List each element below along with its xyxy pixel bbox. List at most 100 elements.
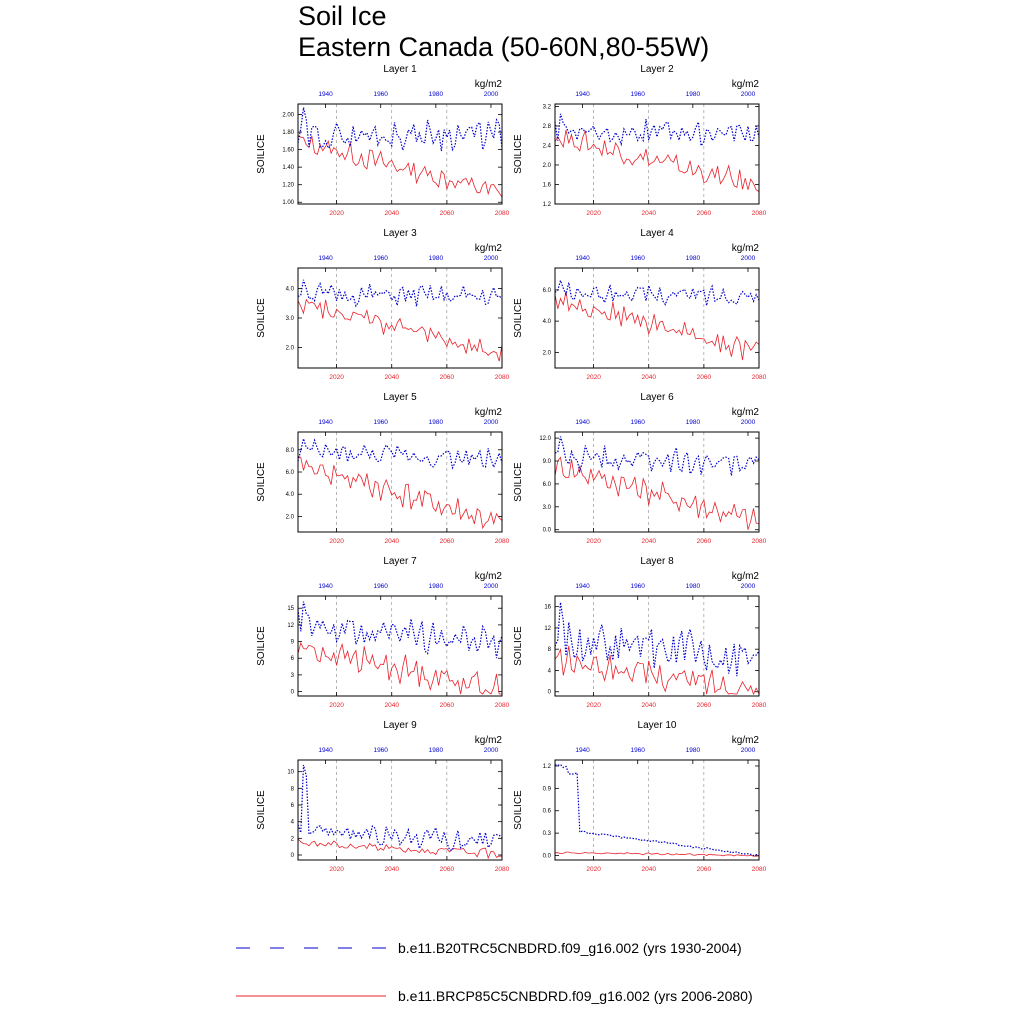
- x-tick-label-historical: 1960: [373, 583, 388, 590]
- y-tick-label: 0.0: [543, 854, 552, 860]
- x-tick-label-future: 2080: [495, 210, 510, 217]
- plot-frame: [297, 595, 503, 697]
- x-tick-label-historical: 1980: [429, 255, 444, 262]
- panel-5: Layer 5 kg/m2 SOILICE 2.0 4.0 6.0 8.0 2020 2040 2…: [256, 392, 510, 545]
- panel-7: Layer 7 kg/m2 SOILICE 0 3 6 9 12 15 2020 2040 2060 2…: [256, 556, 510, 709]
- series-historical-line: [297, 107, 503, 153]
- x-tick-label-historical: 1940: [318, 583, 333, 590]
- y-tick-label: 1.00: [282, 200, 294, 206]
- y-tick-label: 4.0: [286, 492, 295, 498]
- series-future-line: [554, 645, 760, 696]
- x-tick-label-future: 2060: [440, 538, 455, 545]
- y-axis-label: SOILICE: [256, 298, 267, 338]
- x-tick-label-future: 2080: [495, 702, 510, 709]
- x-tick-label-historical: 1980: [686, 583, 701, 590]
- x-tick-label-historical: 1960: [630, 255, 645, 262]
- y-tick-label: 3.2: [543, 104, 552, 110]
- x-tick-label-future: 2020: [329, 866, 344, 873]
- x-tick-label-historical: 1980: [686, 255, 701, 262]
- y-axis-label: SOILICE: [256, 626, 267, 666]
- y-tick-label: 6.0: [286, 470, 295, 476]
- panel-2: Layer 2 kg/m2 SOILICE 1.2 1.6 2.0 2.4 2.8 3.2 202…: [513, 64, 767, 217]
- y-axis-label: SOILICE: [513, 298, 524, 338]
- plot-frame: [554, 103, 760, 205]
- x-tick-label-historical: 2000: [484, 583, 499, 590]
- x-tick-label-future: 2040: [384, 374, 399, 381]
- x-tick-label-historical: 2000: [484, 255, 499, 262]
- figure-title-line1: Soil Ice: [298, 1, 387, 31]
- x-tick-label-future: 2080: [752, 702, 767, 709]
- units-label: kg/m2: [475, 571, 503, 582]
- y-tick-label: 8: [548, 647, 552, 653]
- y-axis-label: SOILICE: [513, 134, 524, 174]
- x-tick-label-historical: 1980: [429, 91, 444, 98]
- units-label: kg/m2: [475, 79, 503, 90]
- y-tick-label: 4: [291, 820, 295, 826]
- panel-1: Layer 1 kg/m2 SOILICE 1.00 1.20 1.40 1.60 1.80 2…: [256, 64, 510, 217]
- panel-title: Layer 7: [383, 556, 417, 567]
- x-tick-label-future: 2020: [586, 866, 601, 873]
- plot-frame: [554, 267, 760, 369]
- x-tick-label-future: 2060: [697, 374, 712, 381]
- units-label: kg/m2: [475, 735, 503, 746]
- y-tick-label: 2.0: [286, 345, 295, 351]
- plot-frame: [554, 759, 760, 861]
- panel-title: Layer 4: [640, 228, 674, 239]
- x-tick-label-historical: 1980: [686, 419, 701, 426]
- y-tick-label: 6: [291, 656, 295, 662]
- y-tick-label: 2.0: [543, 350, 552, 356]
- series-historical-line: [554, 602, 760, 677]
- x-tick-label-historical: 1960: [630, 747, 645, 754]
- x-tick-label-future: 2040: [384, 538, 399, 545]
- y-tick-label: 4.0: [543, 319, 552, 325]
- y-tick-label: 2.00: [282, 113, 294, 119]
- y-axis-label: SOILICE: [256, 462, 267, 502]
- x-tick-label-historical: 1980: [686, 747, 701, 754]
- plot-frame: [297, 759, 503, 861]
- x-tick-label-historical: 1940: [318, 747, 333, 754]
- y-tick-label: 1.2: [543, 202, 552, 208]
- series-future-line: [297, 641, 502, 695]
- units-label: kg/m2: [732, 79, 760, 90]
- panel-title: Layer 6: [640, 392, 674, 403]
- y-tick-label: 1.20: [282, 183, 294, 189]
- panel-6: Layer 6 kg/m2 SOILICE 0.0 3.0 6.0 9.0 12.0 2020 2…: [513, 392, 767, 545]
- y-tick-label: 15: [287, 606, 294, 612]
- series-historical-line: [554, 436, 760, 476]
- x-tick-label-future: 2060: [697, 210, 712, 217]
- x-tick-label-future: 2020: [586, 210, 601, 217]
- x-tick-label-historical: 1940: [575, 255, 590, 262]
- panel-title: Layer 10: [638, 720, 677, 731]
- series-historical-line: [554, 763, 760, 857]
- y-tick-label: 3.0: [543, 505, 552, 511]
- series-future-line: [297, 455, 503, 530]
- x-tick-label-future: 2040: [384, 702, 399, 709]
- x-tick-label-historical: 1960: [373, 419, 388, 426]
- y-tick-label: 1.6: [543, 182, 552, 188]
- x-tick-label-historical: 1960: [373, 91, 388, 98]
- x-tick-label-historical: 2000: [741, 255, 756, 262]
- y-axis-label: SOILICE: [513, 626, 524, 666]
- x-tick-label-future: 2060: [440, 702, 455, 709]
- x-tick-label-future: 2060: [440, 374, 455, 381]
- y-tick-label: 1.40: [282, 165, 294, 171]
- series-future-line: [554, 456, 760, 530]
- series-historical-line: [297, 279, 503, 308]
- y-tick-label: 2.8: [543, 124, 552, 130]
- units-label: kg/m2: [732, 407, 760, 418]
- y-tick-label: 1.80: [282, 130, 294, 136]
- x-tick-label-historical: 1960: [630, 419, 645, 426]
- y-tick-label: 4: [548, 668, 552, 674]
- y-tick-label: 6: [291, 803, 295, 809]
- y-tick-label: 2.0: [543, 163, 552, 169]
- series-historical-line: [297, 601, 503, 659]
- plot-frame: [297, 431, 503, 533]
- x-tick-label-future: 2040: [384, 210, 399, 217]
- legend-future-label: b.e11.BRCP85C5CNBDRD.f09_g16.002 (yrs 20…: [398, 988, 753, 1004]
- x-tick-label-future: 2040: [384, 866, 399, 873]
- x-tick-label-future: 2020: [329, 374, 344, 381]
- y-tick-label: 8.0: [286, 448, 295, 454]
- panel-9: Layer 9 kg/m2 SOILICE 0 2 4 6 8 10 2020 2040 2060 20…: [256, 720, 510, 873]
- x-tick-label-future: 2040: [641, 538, 656, 545]
